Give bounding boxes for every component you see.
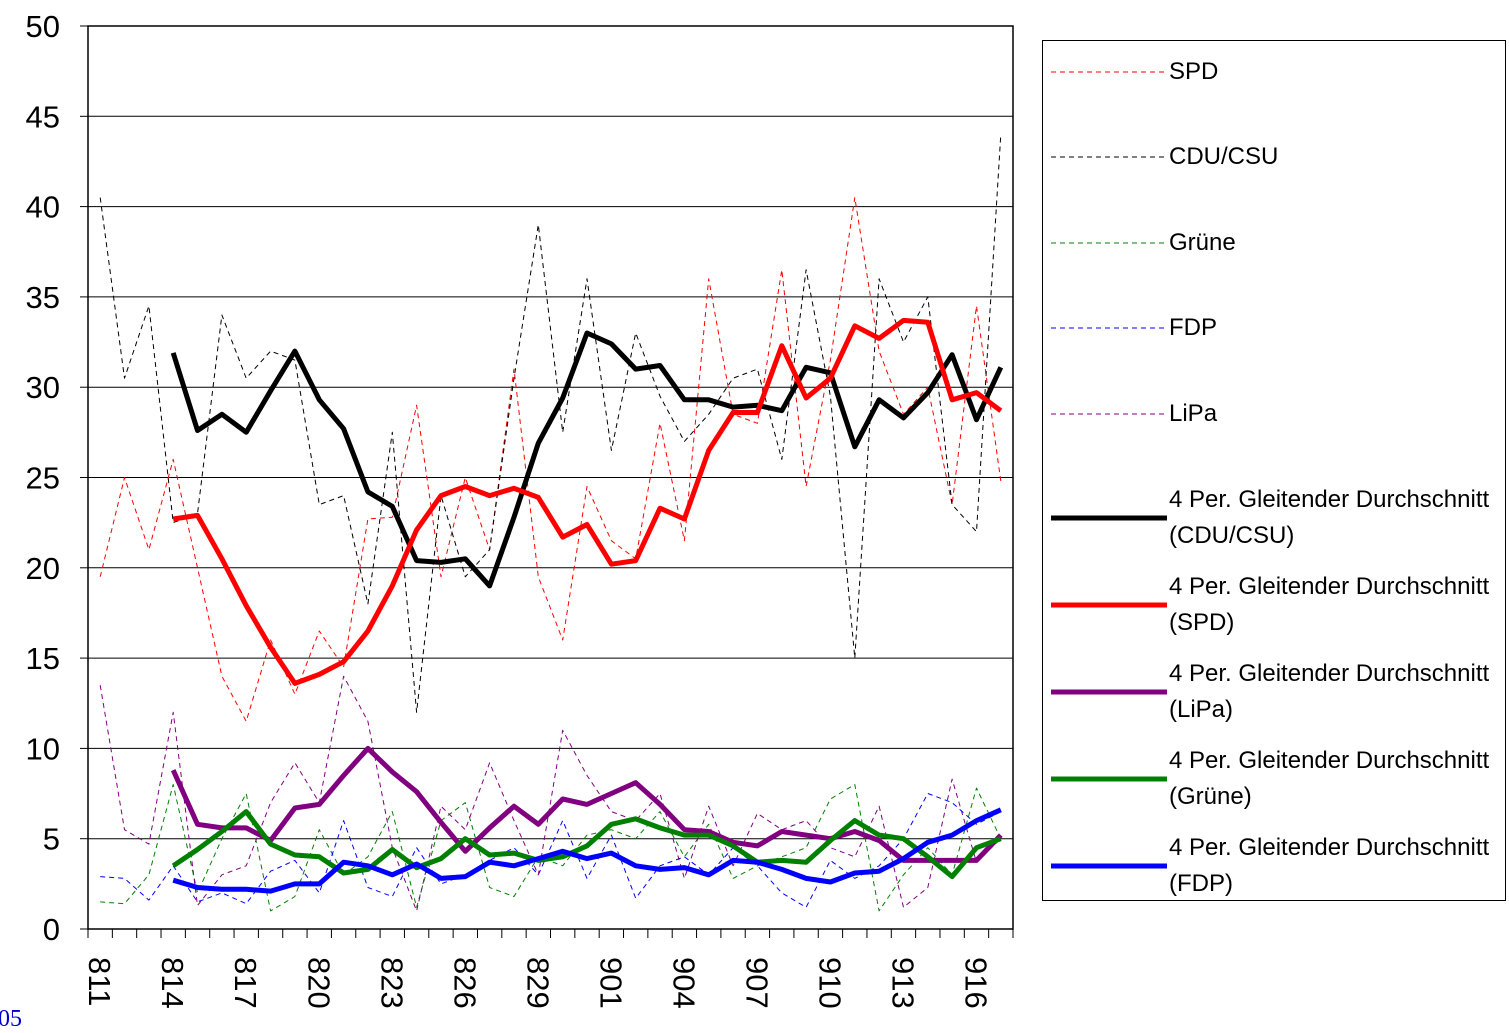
legend-swatch xyxy=(1051,776,1167,782)
y-tick-label: 0 xyxy=(43,912,60,947)
legend-label: CDU/CSU xyxy=(1169,143,1279,170)
series-line xyxy=(170,330,1004,589)
x-tick-label: 817 xyxy=(228,957,263,1009)
legend-label: FDP xyxy=(1169,314,1217,341)
series-line xyxy=(172,317,1003,686)
legend-label: SPD xyxy=(1169,58,1219,85)
y-tick-label: 30 xyxy=(26,370,60,405)
legend-label: LiPa xyxy=(1169,400,1218,427)
y-tick-label: 25 xyxy=(26,461,60,496)
legend-item: FDP xyxy=(1051,310,1509,346)
legend: SPD CDU/CSU Grüne FDP LiPa 4 Per. Gleitender … xyxy=(1042,40,1506,901)
series-line xyxy=(170,745,1003,863)
y-tick-label: 20 xyxy=(26,551,60,586)
x-tick-label: 829 xyxy=(520,957,555,1009)
legend-swatch xyxy=(1051,71,1167,73)
y-tick-label: 45 xyxy=(26,99,60,134)
y-tick-label: 15 xyxy=(26,641,60,676)
series-line xyxy=(100,793,1002,908)
legend-swatch xyxy=(1051,515,1167,521)
x-tick-label: 913 xyxy=(885,957,920,1009)
legend-item: 4 Per. Gleitender Durchschnitt (CDU/CSU) xyxy=(1051,482,1509,554)
series-line xyxy=(172,807,1002,894)
legend-item: 4 Per. Gleitender Durchschnitt (FDP) xyxy=(1051,830,1509,902)
legend-swatch xyxy=(1051,327,1167,329)
legend-item: Grüne xyxy=(1051,225,1509,261)
y-tick-label: 35 xyxy=(26,280,60,315)
legend-swatch xyxy=(1051,413,1167,415)
y-tick-label: 10 xyxy=(26,731,60,766)
x-tick-label: 820 xyxy=(301,957,336,1009)
legend-label: 4 Per. Gleitender Durchschnitt (FDP) xyxy=(1169,834,1490,897)
x-tick-label: 910 xyxy=(812,957,847,1009)
x-tick-label: 811 xyxy=(82,957,117,1006)
y-tick-label: 5 xyxy=(43,822,60,857)
x-tick-label: 916 xyxy=(958,957,993,1009)
series-line xyxy=(99,134,1002,713)
legend-swatch xyxy=(1051,602,1167,608)
legend-swatch xyxy=(1051,689,1167,695)
legend-label: Grüne xyxy=(1169,229,1236,256)
legend-item: 4 Per. Gleitender Durchschnitt (SPD) xyxy=(1051,569,1509,641)
y-tick-label: 40 xyxy=(26,190,60,225)
legend-label: 4 Per. Gleitender Durchschnitt (SPD) xyxy=(1169,573,1490,636)
x-tick-label: 823 xyxy=(374,957,409,1009)
x-tick-label: 907 xyxy=(739,957,774,1009)
series-line xyxy=(171,809,1002,880)
legend-label: 4 Per. Gleitender Durchschnitt (LiPa) xyxy=(1169,660,1490,723)
page-number: 05 xyxy=(0,1006,22,1032)
y-tick-label: 50 xyxy=(26,9,60,44)
x-tick-label: 901 xyxy=(593,957,628,1009)
legend-swatch xyxy=(1051,156,1167,158)
legend-item: LiPa xyxy=(1051,396,1509,432)
x-tick-label: 826 xyxy=(447,957,482,1009)
legend-label: 4 Per. Gleitender Durchschnitt (Grüne) xyxy=(1169,747,1490,810)
series-line xyxy=(99,197,1002,722)
legend-item: SPD xyxy=(1051,54,1509,90)
x-tick-label: 814 xyxy=(155,957,190,1009)
x-tick-label: 904 xyxy=(666,957,701,1009)
legend-swatch xyxy=(1051,863,1167,869)
legend-item: 4 Per. Gleitender Durchschnitt (Grüne) xyxy=(1051,743,1509,815)
legend-label: 4 Per. Gleitender Durchschnitt (CDU/CSU) xyxy=(1169,486,1490,549)
legend-item: 4 Per. Gleitender Durchschnitt (LiPa) xyxy=(1051,656,1509,728)
series-line xyxy=(99,675,1002,912)
legend-swatch xyxy=(1051,242,1167,244)
legend-item: CDU/CSU xyxy=(1051,139,1509,175)
